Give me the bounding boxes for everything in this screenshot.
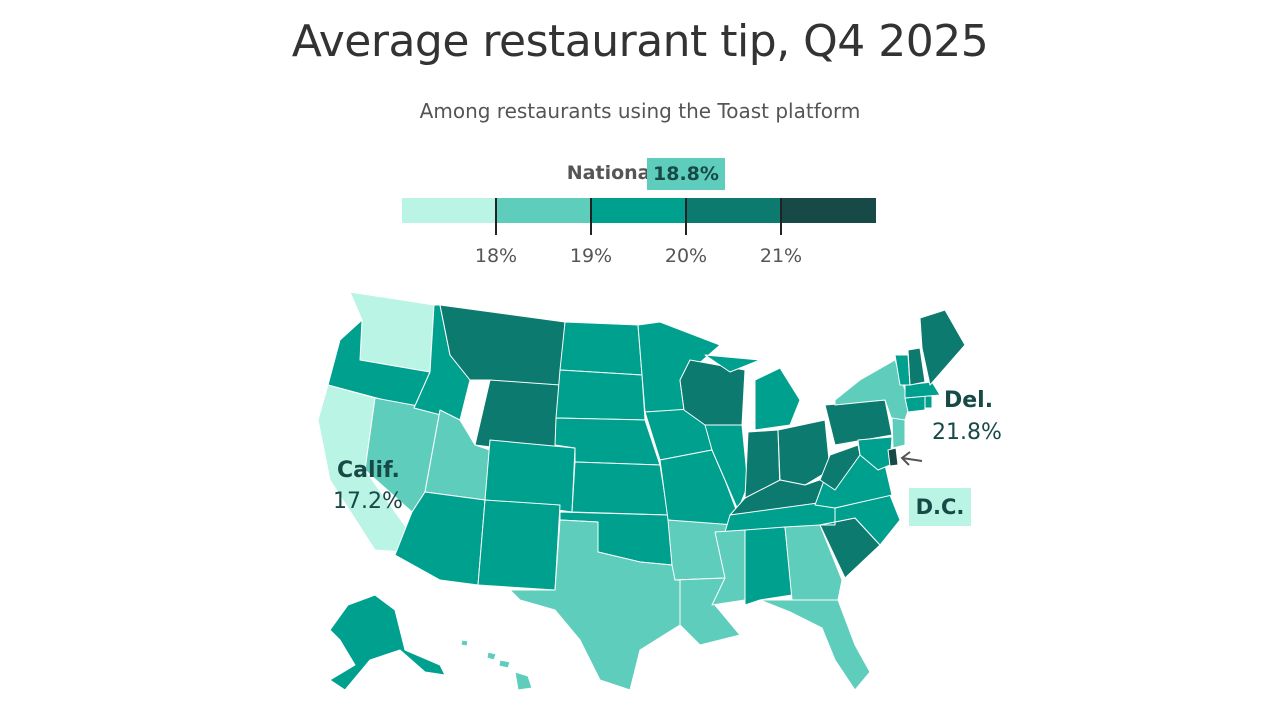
legend-tick-label: 21% <box>759 245 803 267</box>
legend-tick-label: 18% <box>474 245 518 267</box>
state-mi <box>754 367 801 431</box>
legend-tick-label: 19% <box>569 245 613 267</box>
state-hi-3 <box>498 659 511 669</box>
legend-tick-18 <box>495 198 497 235</box>
state-ak <box>329 594 446 691</box>
state-de <box>887 447 899 467</box>
delaware-pointer-arrow <box>900 451 923 466</box>
label-california-name: Calif. <box>337 458 400 483</box>
state-tx <box>509 519 681 691</box>
state-hi <box>514 671 533 691</box>
state-md <box>857 436 893 471</box>
national-label: National <box>566 162 657 184</box>
state-mi-up <box>704 354 761 373</box>
legend-swatch-2 <box>496 198 591 223</box>
state-nh <box>907 347 926 386</box>
chart-title: Average restaurant tip, Q4 2025 <box>291 16 989 67</box>
national-value-badge: 18.8% <box>647 158 725 190</box>
state-ma <box>904 381 941 399</box>
state-nd <box>559 321 643 376</box>
state-nm <box>477 499 561 591</box>
legend-tick-21 <box>780 198 782 235</box>
legend-swatch-4 <box>686 198 781 223</box>
state-ks <box>571 461 669 516</box>
legend-tick-label: 20% <box>664 245 708 267</box>
label-delaware-name: Del. <box>944 388 993 413</box>
state-oh <box>777 419 831 486</box>
legend-swatch-1 <box>402 198 496 223</box>
chart-subtitle: Among restaurants using the Toast platfo… <box>419 99 861 123</box>
state-fl <box>759 599 871 691</box>
state-hi-2 <box>486 651 497 661</box>
state-al <box>744 526 793 606</box>
state-ri <box>924 395 933 409</box>
state-nc <box>819 494 901 546</box>
legend-tick-20 <box>685 198 687 235</box>
state-ga <box>784 524 843 601</box>
state-ct <box>904 395 926 413</box>
label-dc: D.C. <box>909 488 971 526</box>
state-hi-4 <box>460 639 469 647</box>
state-ms <box>711 529 746 606</box>
state-sd <box>555 369 646 421</box>
legend-tick-19 <box>590 198 592 235</box>
state-nj <box>891 417 906 449</box>
state-wv <box>819 444 861 491</box>
label-california-value: 17.2% <box>333 489 403 514</box>
color-legend: 18% 19% 20% 21% <box>402 198 876 278</box>
label-delaware-value: 21.8% <box>932 420 1002 445</box>
legend-swatch-5 <box>781 198 876 223</box>
national-average: National 18.8% <box>540 158 740 190</box>
state-me <box>919 309 966 386</box>
legend-swatch-3 <box>591 198 686 223</box>
